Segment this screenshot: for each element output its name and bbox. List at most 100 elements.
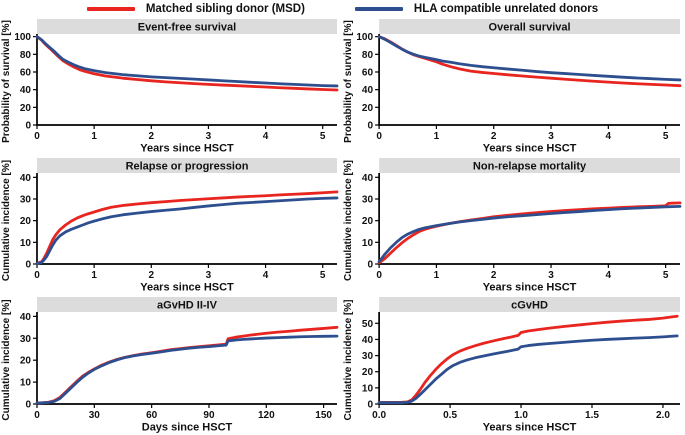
axis-lines: [378, 173, 680, 265]
x-tick-label: 3: [206, 270, 212, 281]
x-tick-label: 1: [434, 131, 440, 142]
msd-curve: [377, 201, 682, 265]
panel-title-strip: [37, 158, 337, 173]
x-tick-label: 120: [258, 410, 275, 421]
msd-curve: [35, 325, 339, 405]
y-tick-label: 10: [362, 238, 374, 249]
y-tick-label: 40: [362, 85, 374, 96]
x-tick-label: 60: [146, 410, 158, 421]
x-tick-label: 2: [149, 131, 155, 142]
y-tick-label: 80: [362, 50, 374, 61]
x-axis-label: Years since HSCT: [140, 143, 234, 155]
x-tick-label: 1: [91, 270, 97, 281]
agvhd-chart: aGvHD II-IV 0 10 20 30 40 0 30 60 90 120 150 Days si…: [1, 297, 339, 434]
x-tick-label: 2: [149, 270, 155, 281]
y-tick-label: 0: [368, 400, 374, 411]
x-tick-label: 2: [491, 270, 497, 281]
x-tick-label: 0.0: [372, 410, 386, 421]
x-tick-label: 0: [34, 270, 40, 281]
y-axis-label: Cumulative incidence [%]: [343, 160, 354, 281]
panel-title-strip: [379, 158, 680, 173]
x-tick-label: 1.5: [585, 410, 599, 421]
y-tick-label: 20: [362, 367, 374, 378]
panel-non-relapse-mortality: Non-relapse mortality 0 10 20 30 40 0 1 2 3 4 5 Year…: [342, 156, 685, 295]
panel-event-free-survival: Event-free survival 0 20 40 60 80 100 0 1 2 3 4 5 Yea…: [0, 17, 342, 156]
x-tick-label: 1: [434, 270, 440, 281]
x-tick-label: 0: [34, 131, 40, 142]
x-axis-label: Years since HSCT: [140, 282, 234, 294]
overall-survival-chart: Overall survival 0 20 40 60 80 100 0 1 2 3 4 5 Years …: [343, 19, 682, 155]
y-tick-label: 30: [20, 195, 32, 206]
hla-unrelated-curve: [377, 35, 682, 82]
hla-unrelated-legend-label: HLA compatible unrelated donors: [413, 3, 599, 15]
x-tick-label: 0: [376, 131, 382, 142]
y-tick-label: 30: [20, 334, 32, 345]
msd-curve: [35, 35, 339, 92]
x-tick-label: 30: [89, 410, 101, 421]
hla-unrelated-curve: [377, 204, 682, 264]
y-tick-label: 0: [25, 121, 31, 132]
x-tick-label: 2: [491, 131, 497, 142]
x-tick-label: 3: [548, 270, 554, 281]
y-tick-label: 50: [362, 319, 374, 330]
y-tick-label: 60: [20, 67, 32, 78]
y-tick-label: 10: [20, 378, 32, 389]
x-tick-label: 90: [203, 410, 215, 421]
event-free-survival-chart: Event-free survival 0 20 40 60 80 100 0 1 2 3 4 5 Yea…: [1, 19, 339, 155]
x-tick-label: 1: [91, 131, 97, 142]
hla-unrelated-curve: [35, 334, 339, 405]
y-tick-label: 0: [25, 400, 31, 411]
panel-title: Event-free survival: [138, 22, 236, 34]
x-axis-label: Years since HSCT: [483, 143, 577, 155]
x-tick-label: 4: [606, 131, 612, 142]
panel-agvhd: aGvHD II-IV 0 10 20 30 40 0 30 60 90 120 150 Days si…: [0, 295, 342, 435]
panel-title: cGvHD: [511, 300, 548, 312]
hla-unrelated-curve: [377, 334, 679, 405]
y-axis-label: Cumulative incidence [%]: [1, 299, 12, 420]
x-axis-label: Days since HSCT: [142, 422, 233, 434]
y-tick-label: 0: [25, 260, 31, 271]
x-tick-label: 2.0: [656, 410, 670, 421]
y-tick-label: 40: [20, 173, 32, 184]
panel-title-strip: [37, 297, 337, 312]
y-tick-label: 60: [362, 68, 374, 79]
y-tick-label: 20: [362, 103, 374, 114]
y-tick-label: 20: [362, 216, 374, 227]
msd-curve: [35, 190, 339, 265]
y-axis-label: Probability of survival [%]: [343, 20, 354, 143]
y-axis-label: Cumulative incidence [%]: [1, 160, 12, 281]
panel-grid: Event-free survival 0 20 40 60 80 100 0 1 2 3 4 5 Yea…: [0, 17, 685, 435]
hla-unrelated-line-swatch: [354, 7, 403, 11]
y-axis-label: Cumulative incidence [%]: [343, 300, 354, 421]
panel-title: Relapse or progression: [126, 161, 249, 173]
y-tick-label: 100: [356, 32, 373, 43]
y-tick-label: 40: [20, 312, 32, 323]
x-tick-label: 5: [663, 270, 669, 281]
panel-cgvhd: cGvHD 0 10 20 30 40 50 0.0 0.5 1.0 1.5 2.0 Years sin…: [342, 295, 685, 435]
x-tick-label: 0: [34, 410, 40, 421]
y-tick-label: 0: [368, 121, 374, 132]
y-tick-label: 30: [362, 195, 374, 206]
y-tick-label: 100: [14, 32, 31, 43]
y-tick-label: 20: [20, 216, 32, 227]
x-tick-label: 5: [663, 131, 669, 142]
x-axis-label: Years since HSCT: [483, 422, 577, 434]
hla-unrelated-curve: [35, 35, 339, 88]
x-tick-label: 0: [376, 270, 382, 281]
hla-unrelated-curve: [35, 196, 339, 265]
panel-title: Overall survival: [489, 22, 571, 34]
x-tick-label: 4: [263, 270, 269, 281]
panel-title-strip: [37, 19, 337, 34]
panel-title-strip: [379, 19, 680, 34]
y-tick-label: 30: [362, 351, 374, 362]
x-tick-label: 1.0: [514, 410, 528, 421]
x-tick-label: 150: [315, 410, 332, 421]
y-tick-label: 80: [20, 50, 32, 61]
x-tick-label: 4: [606, 270, 612, 281]
y-tick-label: 20: [20, 356, 32, 367]
x-tick-label: 0.5: [443, 410, 457, 421]
y-axis-label: Probability of survival [%]: [1, 20, 12, 143]
axis-lines: [378, 34, 680, 126]
panel-relapse-or-progression: Relapse or progression 0 10 20 30 40 0 1 2 3 4 5 Yea…: [0, 156, 342, 295]
